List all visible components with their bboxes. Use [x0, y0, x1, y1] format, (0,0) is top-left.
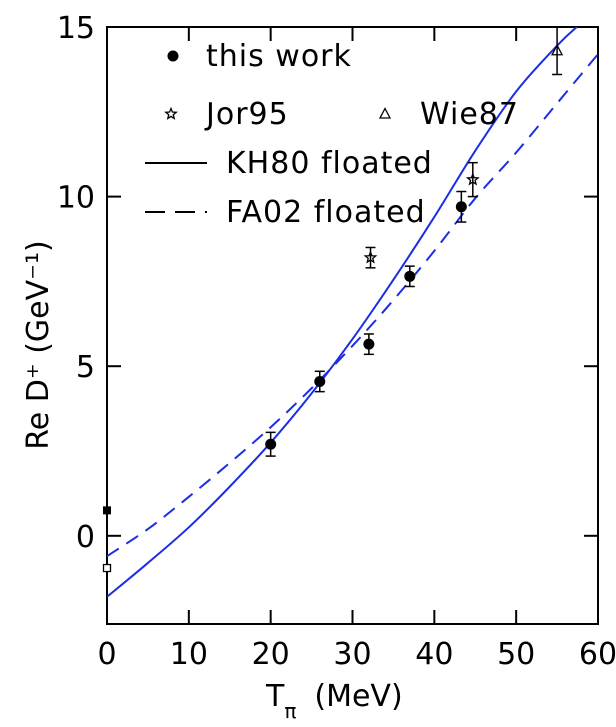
this-work-point	[455, 201, 467, 213]
x-tick-label: 60	[579, 637, 616, 672]
model-curves	[107, 27, 598, 598]
legend-label: Jor95	[204, 97, 289, 132]
curve-fa02-floated	[107, 53, 598, 557]
jor95-point	[465, 172, 480, 186]
x-tick-label: 50	[497, 637, 535, 672]
x-tick-label: 30	[333, 637, 371, 672]
axis-ticks: 0 10 20 30 40 50 60 0 5 10 15	[57, 11, 616, 672]
x-axis-title: Tπ (MeV)	[265, 679, 403, 723]
legend-label: FA02 floated	[226, 195, 426, 230]
y-tick-label: 5	[76, 350, 95, 385]
legend-label: KH80 floated	[226, 146, 433, 181]
legend-symbol	[164, 106, 178, 120]
extra-point	[102, 563, 112, 573]
extra-point	[103, 506, 111, 515]
x-axis-title-unit: (MeV)	[314, 679, 402, 714]
x-tick-label: 10	[170, 637, 208, 672]
x-tick-label: 40	[415, 637, 453, 672]
y-tick-label: 0	[76, 520, 95, 555]
this-work-point	[265, 438, 277, 450]
x-axis-title-symbol: T	[265, 679, 285, 714]
jor95-point	[363, 250, 378, 264]
data-points	[102, 26, 564, 573]
x-tick-label: 0	[97, 637, 116, 672]
legend-symbol	[167, 50, 179, 62]
this-work-point	[314, 375, 326, 387]
y-axis-title: Re D⁺ (GeV⁻¹)	[21, 240, 56, 449]
curve-kh80-floated	[107, 27, 578, 598]
legend-label: this work	[206, 39, 352, 74]
x-tick-label: 20	[252, 637, 290, 672]
legend: this work Jor95 Wie87 KH80 floated FA02 floa…	[145, 39, 519, 230]
this-work-point	[404, 270, 416, 282]
legend-symbol	[378, 107, 392, 119]
y-tick-label: 15	[57, 11, 95, 46]
legend-label: Wie87	[420, 97, 519, 132]
x-axis-title-subscript: π	[284, 699, 296, 723]
y-tick-label: 10	[57, 181, 95, 216]
wie87-point	[551, 43, 564, 56]
this-work-point	[363, 338, 375, 350]
